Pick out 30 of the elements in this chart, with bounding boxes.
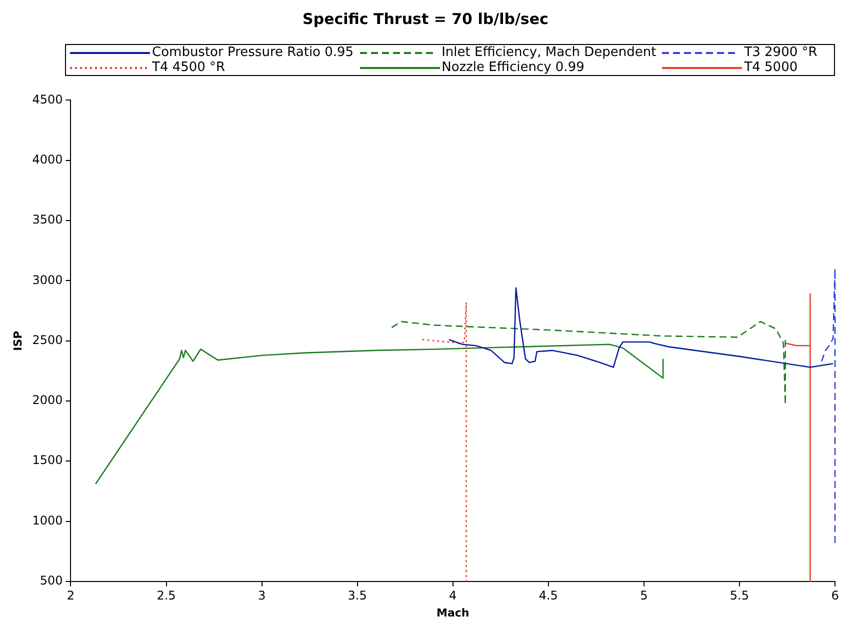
legend-label: Nozzle Efficiency 0.99 bbox=[442, 60, 584, 75]
y-tick-label: 1000 bbox=[32, 513, 63, 528]
legend-label: Inlet Efficiency, Mach Dependent bbox=[442, 45, 656, 60]
x-tick-label: 5 bbox=[640, 588, 648, 603]
line-series bbox=[422, 302, 467, 582]
x-tick-label: 3.5 bbox=[348, 588, 367, 603]
x-tick-label: 4 bbox=[449, 588, 457, 603]
x-tick-label: 2 bbox=[66, 588, 75, 603]
y-tick-label: 500 bbox=[40, 574, 63, 588]
legend-label: T3 2900 °R bbox=[744, 45, 818, 60]
x-tick-label: 5.5 bbox=[730, 588, 750, 603]
x-tick-label: 4.5 bbox=[538, 588, 558, 603]
y-axis-title: ISP bbox=[11, 330, 24, 351]
x-tick-label: 6 bbox=[831, 588, 839, 603]
legend-label: Combustor Pressure Ratio 0.95 bbox=[152, 45, 354, 60]
x-tick-label: 3 bbox=[258, 588, 266, 603]
line-series bbox=[820, 268, 836, 546]
y-tick-label: 3000 bbox=[32, 272, 63, 287]
chart-title: Specific Thrust = 70 lb/lb/sec bbox=[302, 9, 550, 30]
legend-label: T4 4500 °R bbox=[152, 60, 226, 75]
legend-label: T4 5000 bbox=[744, 60, 798, 75]
y-tick-label: 3500 bbox=[32, 212, 63, 227]
y-tick-label: 2000 bbox=[32, 393, 63, 408]
x-tick-label: 2.5 bbox=[156, 588, 176, 603]
line-series bbox=[391, 320, 786, 406]
y-tick-label: 4000 bbox=[32, 152, 63, 166]
y-tick-label: 4500 bbox=[32, 92, 63, 106]
y-tick-label: 1500 bbox=[32, 453, 63, 468]
y-tick-label: 2500 bbox=[32, 332, 63, 347]
x-axis-title: Mach bbox=[436, 606, 470, 620]
